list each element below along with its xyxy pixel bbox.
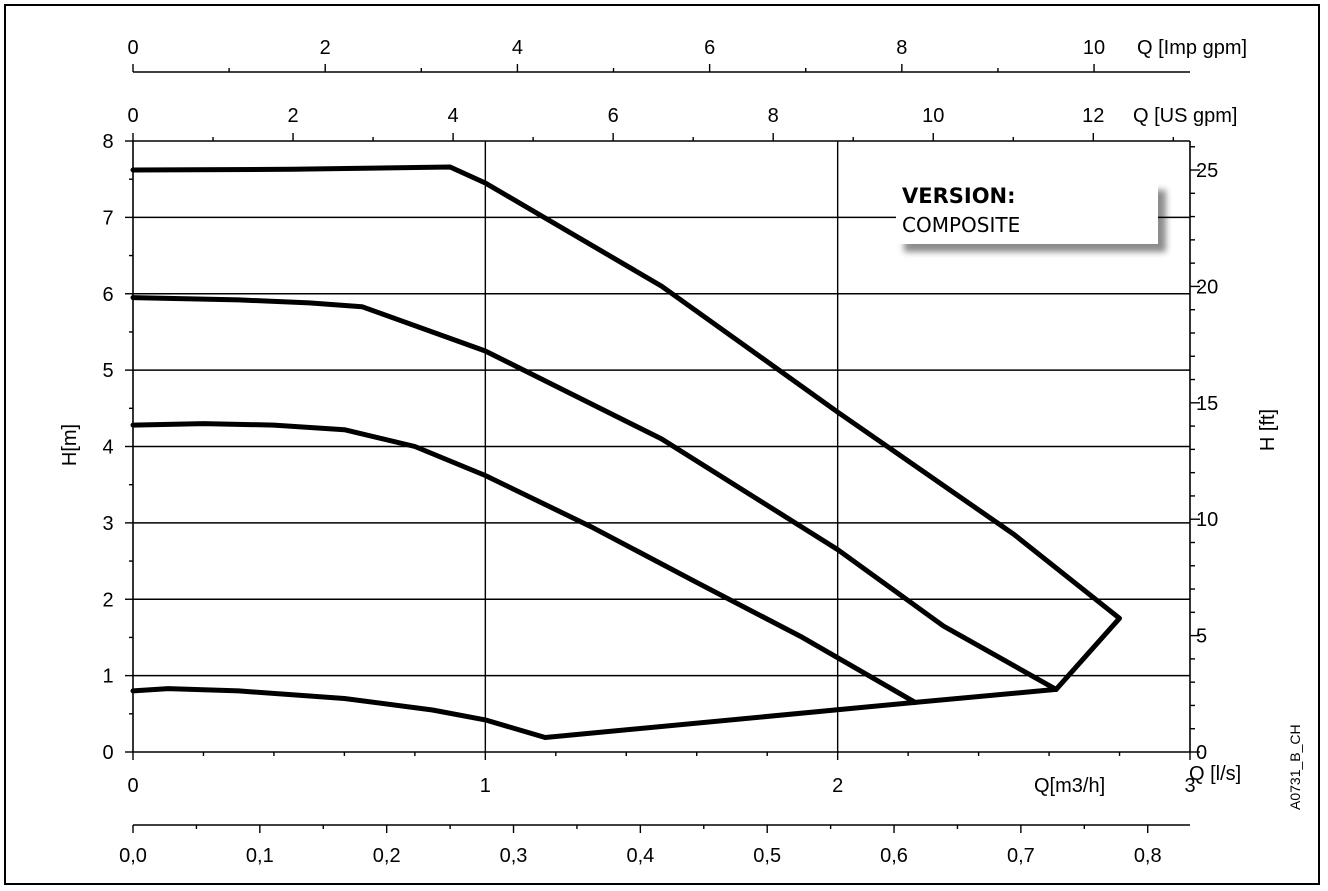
x-ls-tick-label: 0,1: [246, 845, 274, 867]
y-right-tick-label: 10: [1196, 509, 1218, 531]
x-bottom-tick-label: 2: [832, 775, 843, 797]
x-ls-tick-label: 0,5: [753, 845, 781, 867]
axes: [125, 64, 1200, 833]
version-value: COMPOSITE: [902, 213, 1021, 237]
series-line-1: [130, 164, 1122, 692]
series-line-3: [130, 421, 918, 705]
y-right-tick-label: 5: [1196, 626, 1207, 648]
y-right-tick-label: 0: [1196, 742, 1207, 764]
x-bottom-tick-label: 3: [1184, 775, 1195, 797]
x-us-tick-label: 0: [127, 105, 138, 127]
version-box: VERSION: COMPOSITE: [896, 182, 1158, 244]
x-us-tick-label: 10: [922, 105, 944, 127]
x-bottom-tick-label: 0: [127, 775, 138, 797]
x-ls-tick-label: 0,8: [1134, 845, 1162, 867]
x-imp-tick-label: 4: [512, 37, 523, 59]
y-left-tick-label: 6: [102, 284, 113, 306]
x-us-tick-label: 6: [608, 105, 619, 127]
y-right-tick-label: 20: [1196, 276, 1218, 298]
x-imp-tick-label: 2: [320, 37, 331, 59]
x-ls-tick-label: 0,2: [373, 845, 401, 867]
y-axis-left-label: H[m]: [59, 424, 81, 466]
y-left-tick-label: 5: [102, 360, 113, 382]
x-axis-bottom-label: Q[m3/h]: [1034, 775, 1105, 797]
x-ls-tick-label: 0,4: [626, 845, 654, 867]
y-left-tick-label: 2: [102, 589, 113, 611]
y-left-tick-label: 8: [102, 131, 113, 153]
x-axis-us-label: Q [US gpm]: [1133, 105, 1237, 127]
y-right-tick-label: 25: [1196, 160, 1218, 182]
chart-frame: [4, 4, 1320, 885]
x-imp-tick-label: 8: [896, 37, 907, 59]
x-ls-tick-label: 0,0: [119, 845, 147, 867]
x-ls-tick-label: 0,7: [1007, 845, 1035, 867]
version-title: VERSION:: [902, 184, 1016, 208]
y-axis-right-label: H [ft]: [1257, 409, 1279, 451]
x-us-tick-label: 12: [1082, 105, 1104, 127]
series-line-4: [130, 686, 1059, 740]
x-us-tick-label: 2: [287, 105, 298, 127]
x-imp-tick-label: 10: [1083, 37, 1105, 59]
x-imp-tick-label: 0: [127, 37, 138, 59]
x-us-tick-label: 4: [448, 105, 459, 127]
drawing-code-label: A0731_B_CH: [1287, 724, 1303, 810]
x-imp-tick-label: 6: [704, 37, 715, 59]
x-ls-tick-label: 0,3: [500, 845, 528, 867]
series-line-2: [130, 295, 1059, 692]
y-left-tick-label: 3: [102, 513, 113, 535]
y-left-tick-label: 1: [102, 666, 113, 688]
y-right-tick-label: 15: [1196, 393, 1218, 415]
y-left-tick-label: 0: [102, 742, 113, 764]
series-group: [130, 164, 1122, 740]
x-bottom-tick-label: 1: [480, 775, 491, 797]
y-left-tick-label: 7: [102, 207, 113, 229]
x-us-tick-label: 8: [768, 105, 779, 127]
x-axis-ls-label: Q [l/s]: [1189, 763, 1241, 785]
y-left-tick-label: 4: [102, 437, 113, 459]
x-axis-imp-label: Q [Imp gpm]: [1137, 37, 1247, 59]
x-ls-tick-label: 0,6: [880, 845, 908, 867]
